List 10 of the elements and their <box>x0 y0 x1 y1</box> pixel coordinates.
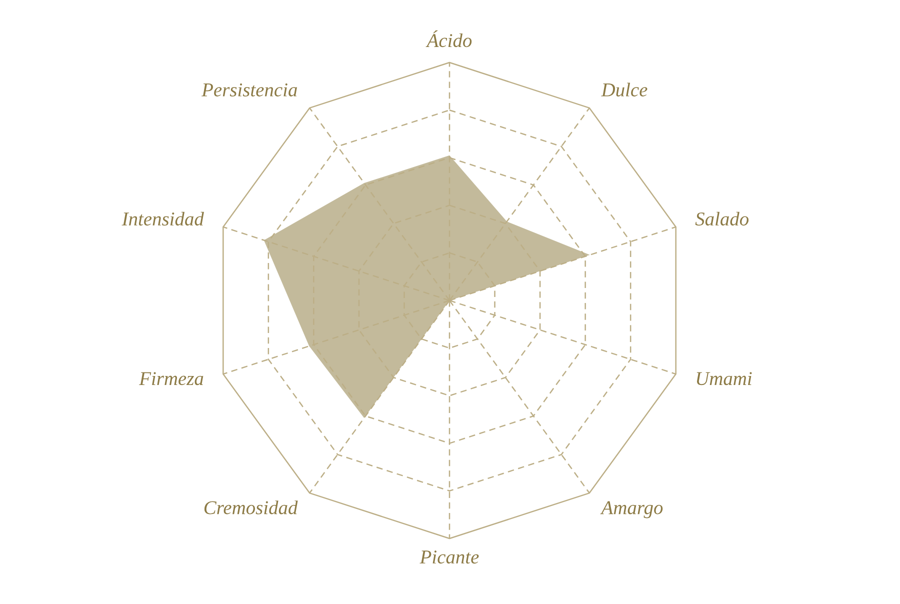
spoke-label: Firmeza <box>138 372 204 386</box>
spoke-label: Cremosidad <box>204 500 298 514</box>
spoke-label: Umami <box>696 372 752 386</box>
spoke-label: Intensidad <box>122 212 204 226</box>
spoke-label: Amargo <box>600 501 663 518</box>
spoke-label: Dulce <box>601 82 648 96</box>
spoke-label: Persistencia <box>201 83 297 96</box>
spoke-label: Salado <box>695 212 749 226</box>
spoke-label: Ácido <box>426 30 472 48</box>
spoke-label: Picante <box>420 550 479 564</box>
